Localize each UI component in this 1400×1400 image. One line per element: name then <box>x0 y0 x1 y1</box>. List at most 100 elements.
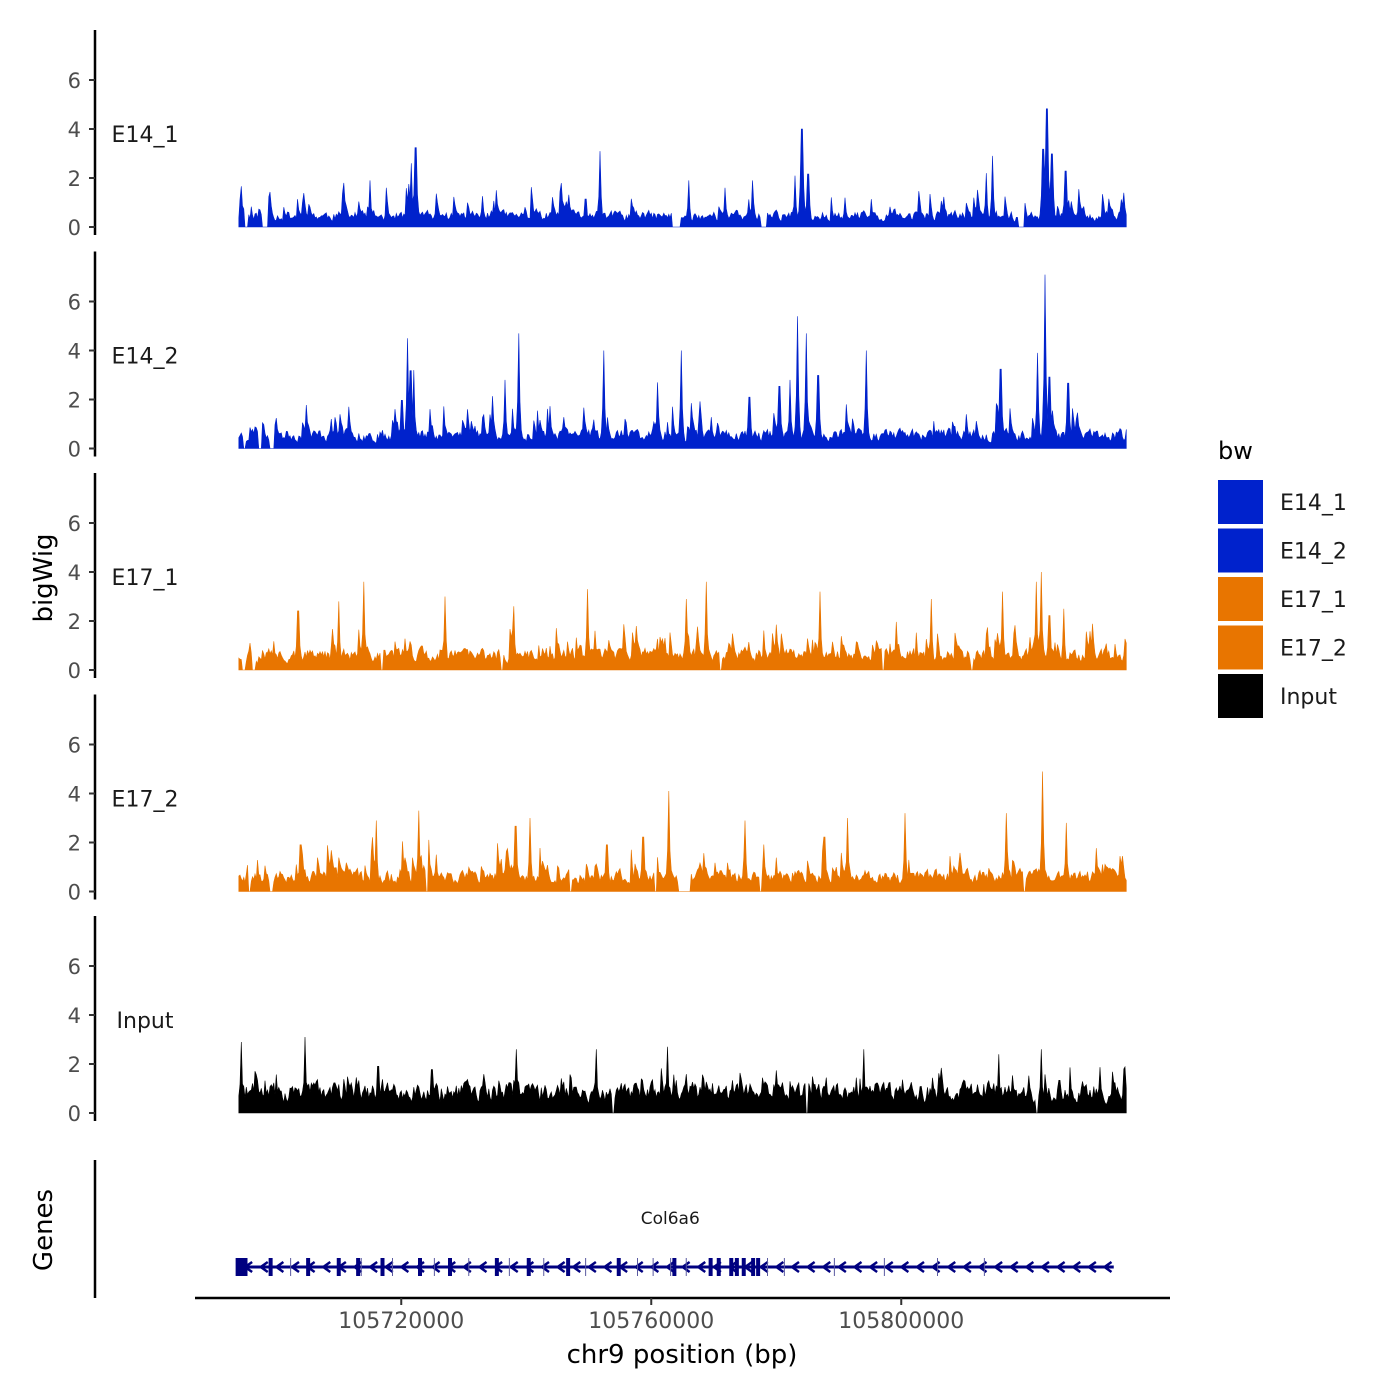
exon <box>448 1258 452 1276</box>
strand-arrow <box>696 1260 706 1274</box>
exon <box>356 1258 361 1276</box>
strand-arrow <box>633 1260 644 1274</box>
legend-swatch <box>1218 625 1263 670</box>
strand-arrow <box>852 1260 863 1274</box>
strand-arrow <box>664 1260 675 1274</box>
exon <box>741 1258 746 1276</box>
strand-arrow <box>1102 1260 1113 1274</box>
strand-arrow <box>899 1260 910 1274</box>
strand-arrow <box>883 1260 894 1274</box>
exon <box>566 1258 571 1276</box>
x-axis: 105720000 105760000 105800000 <box>195 1296 1170 1334</box>
strand-arrow <box>680 1260 691 1274</box>
strand-arrow <box>477 1260 488 1274</box>
y-tick-label: 6 <box>68 69 81 93</box>
legend-swatch <box>1218 674 1263 718</box>
y-tick-label: 2 <box>68 610 81 634</box>
strand-arrow <box>555 1260 566 1274</box>
y-tick-label: 6 <box>68 512 81 536</box>
strand-arrow <box>914 1260 925 1274</box>
track-Input: 0 2 4 6 Input <box>68 916 1127 1126</box>
genes-axis-title: Genes <box>29 1189 59 1271</box>
legend: bw E14_1 E14_2 E17_1 E17_2 Input <box>1218 437 1347 718</box>
strand-arrow <box>383 1260 394 1274</box>
y-tick-label: 2 <box>68 1053 81 1077</box>
legend-swatch <box>1218 577 1263 621</box>
strand-arrow <box>508 1260 519 1274</box>
y-tick-label: 0 <box>68 438 81 462</box>
exon <box>268 1258 273 1276</box>
strand-arrow <box>789 1260 800 1274</box>
exon <box>418 1258 422 1276</box>
exon <box>756 1258 761 1276</box>
exon <box>729 1258 734 1276</box>
y-tick-label: 4 <box>68 118 81 142</box>
track-label: E17_2 <box>112 787 179 812</box>
y-tick-label: 6 <box>68 291 81 315</box>
x-tick-label: 105760000 <box>588 1309 714 1334</box>
strand-arrow <box>649 1260 660 1274</box>
legend-label: E14_1 <box>1280 491 1347 516</box>
track-E17_2: 0 2 4 6 E17_2 <box>68 694 1127 905</box>
strand-arrow <box>774 1260 785 1274</box>
track-label: Input <box>117 1009 174 1034</box>
strand-arrow <box>524 1260 535 1274</box>
strand-arrow <box>1039 1260 1050 1274</box>
strand-arrow <box>274 1260 285 1274</box>
track-E17_1: 0 2 4 6 E17_1 <box>68 473 1127 683</box>
track-label: E14_2 <box>112 344 179 369</box>
x-tick-label: 105800000 <box>838 1309 964 1334</box>
strand-arrow <box>1086 1260 1097 1274</box>
legend-label: E17_1 <box>1280 588 1347 613</box>
strand-arrow <box>758 1260 769 1274</box>
exon <box>672 1258 677 1276</box>
y-tick-label: 0 <box>68 1102 81 1126</box>
y-tick-label: 4 <box>68 561 81 585</box>
strand-arrow <box>1008 1260 1019 1274</box>
exon <box>526 1258 531 1276</box>
strand-arrow <box>946 1260 956 1274</box>
gene-label: Col6a6 <box>641 1209 700 1229</box>
track-label: E17_1 <box>112 566 179 591</box>
signal-area <box>238 1036 1127 1114</box>
legend-label: E17_2 <box>1280 637 1347 662</box>
exon <box>751 1258 756 1276</box>
strand-arrow <box>430 1260 441 1274</box>
track-E14_2: 0 2 4 6 E14_2 <box>68 251 1127 462</box>
exon <box>716 1258 721 1276</box>
y-tick-label: 2 <box>68 389 81 413</box>
signal-area <box>238 571 1127 671</box>
signal-area <box>238 274 1127 449</box>
y-tick-label: 4 <box>68 1004 81 1028</box>
strand-arrow <box>1055 1260 1066 1274</box>
exon <box>336 1258 341 1276</box>
exon <box>237 1258 248 1276</box>
strand-arrow <box>399 1260 410 1274</box>
gene-track: Col6a6 <box>93 1160 1114 1298</box>
strand-arrow <box>586 1260 597 1274</box>
strand-arrow <box>821 1260 831 1274</box>
strand-arrow <box>1024 1260 1035 1274</box>
strand-arrow <box>1071 1260 1081 1274</box>
strand-arrow <box>571 1260 581 1274</box>
exon <box>494 1258 499 1276</box>
strand-arrow <box>992 1260 1003 1274</box>
y-tick-label: 2 <box>68 167 81 191</box>
y-tick-label: 0 <box>68 881 81 905</box>
exon <box>734 1258 739 1276</box>
x-tick-label: 105720000 <box>338 1309 464 1334</box>
legend-swatch <box>1218 528 1263 573</box>
signal-area <box>238 771 1127 892</box>
tracks-layer: 0 2 4 6 E14_1 0 2 4 6 E14_2 0 2 4 6 E17_1 0 2 4 6 E17_2 0 2 4 6… <box>68 30 1127 1126</box>
strand-arrow <box>836 1260 847 1274</box>
y-tick-label: 4 <box>68 783 81 807</box>
strand-arrow <box>258 1260 269 1274</box>
strand-arrow <box>367 1260 378 1274</box>
strand-arrow <box>321 1260 331 1274</box>
y-tick-label: 6 <box>68 955 81 979</box>
strand-arrow <box>867 1260 878 1274</box>
y-tick-label: 0 <box>68 659 81 683</box>
y-axis-title: bigWig <box>29 533 59 622</box>
x-axis-title: chr9 position (bp) <box>567 1340 798 1370</box>
strand-arrow <box>289 1260 300 1274</box>
